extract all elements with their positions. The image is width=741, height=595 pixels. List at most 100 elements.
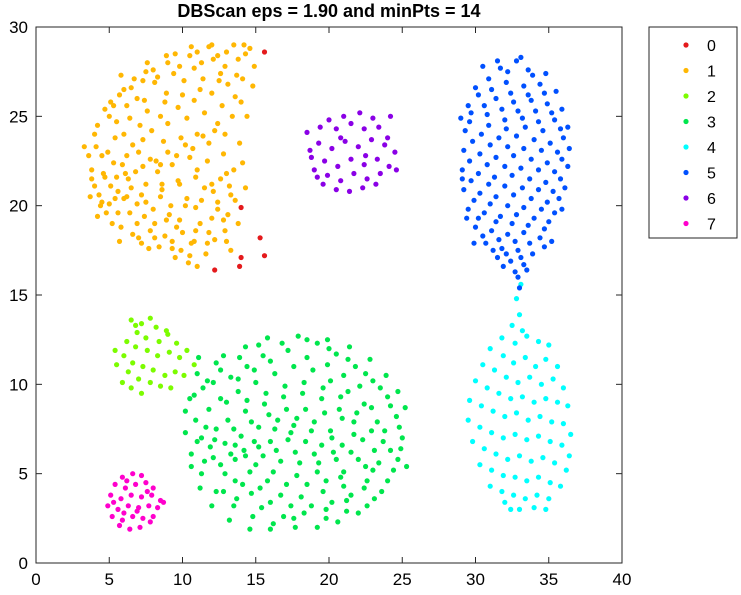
data-point-cluster-1 <box>109 220 115 227</box>
data-point-cluster-3 <box>267 438 273 445</box>
data-point-cluster-5 <box>477 151 483 157</box>
data-point-cluster-3 <box>194 438 200 445</box>
data-point-cluster-2 <box>168 385 174 391</box>
data-point-cluster-7 <box>146 503 152 509</box>
data-point-cluster-5 <box>516 285 523 291</box>
data-point-cluster-3 <box>308 503 314 509</box>
x-tick-label: 30 <box>466 570 485 589</box>
data-point-cluster-5 <box>525 67 531 73</box>
data-point-cluster-3 <box>244 363 250 370</box>
data-point-cluster-6 <box>370 115 376 121</box>
data-point-cluster-5 <box>521 204 527 211</box>
data-point-cluster-5 <box>503 126 509 132</box>
data-point-cluster-3 <box>213 360 219 366</box>
data-point-cluster-1 <box>181 78 187 84</box>
data-point-cluster-1 <box>212 128 218 134</box>
data-point-cluster-5 <box>515 274 521 280</box>
data-point-cluster-7 <box>109 513 115 520</box>
data-point-cluster-3 <box>193 417 199 423</box>
data-point-cluster-6 <box>314 174 320 180</box>
data-point-cluster-6 <box>377 170 383 177</box>
data-point-cluster-1 <box>99 199 105 205</box>
data-point-cluster-1 <box>130 142 136 148</box>
data-point-cluster-5 <box>544 160 550 166</box>
data-point-cluster-4 <box>480 362 486 368</box>
data-point-cluster-3 <box>301 510 307 516</box>
data-point-cluster-1 <box>144 60 150 66</box>
data-point-cluster-3 <box>383 372 389 378</box>
data-point-cluster-1 <box>220 217 227 223</box>
data-point-cluster-6 <box>304 129 310 135</box>
data-point-cluster-5 <box>531 215 537 221</box>
data-point-cluster-1 <box>240 160 246 166</box>
data-point-cluster-4 <box>537 413 543 420</box>
data-point-cluster-1 <box>127 210 133 216</box>
data-point-cluster-1 <box>163 90 169 96</box>
y-tick-label: 25 <box>9 107 28 126</box>
data-point-cluster-5 <box>505 144 511 150</box>
data-point-cluster-6 <box>341 113 347 119</box>
data-point-cluster-3 <box>264 478 271 484</box>
data-point-cluster-3 <box>344 508 350 514</box>
data-point-cluster-2 <box>138 321 145 327</box>
data-point-cluster-3 <box>323 515 329 521</box>
data-point-cluster-4 <box>472 378 479 384</box>
data-point-cluster-2 <box>191 362 197 368</box>
data-point-cluster-5 <box>467 158 473 164</box>
data-point-cluster-1 <box>116 92 123 98</box>
data-point-cluster-3 <box>357 383 363 389</box>
x-axis: 0 5 10 15 20 25 30 35 40 <box>31 27 631 589</box>
data-point-cluster-7 <box>111 499 117 505</box>
data-point-cluster-2 <box>130 360 136 366</box>
chart-title: DBScan eps = 1.90 and minPts = 14 <box>177 1 481 21</box>
data-point-cluster-4 <box>527 374 533 380</box>
data-point-cluster-1 <box>244 113 250 119</box>
data-point-cluster-5 <box>486 181 492 187</box>
data-point-cluster-5 <box>483 240 489 246</box>
data-point-cluster-7 <box>150 485 156 491</box>
data-point-cluster-5 <box>525 222 531 228</box>
data-point-cluster-5 <box>513 58 520 64</box>
data-point-cluster-7 <box>150 513 156 520</box>
data-point-cluster-1 <box>238 99 244 105</box>
data-point-cluster-3 <box>223 399 230 405</box>
data-point-cluster-5 <box>489 86 495 93</box>
data-point-cluster-5 <box>499 245 505 252</box>
data-point-cluster-3 <box>333 351 339 357</box>
data-point-cluster-1 <box>89 176 95 182</box>
data-point-cluster-3 <box>338 394 344 400</box>
data-point-cluster-5 <box>468 178 474 184</box>
data-point-cluster-1 <box>138 240 145 246</box>
data-point-cluster-1 <box>144 108 150 114</box>
data-point-cluster-3 <box>348 492 354 498</box>
data-point-cluster-3 <box>278 458 284 464</box>
data-point-cluster-1 <box>143 69 149 75</box>
x-tick-label: 15 <box>246 570 265 589</box>
legend-marker-5 <box>683 169 689 176</box>
data-point-cluster-3 <box>352 363 358 370</box>
data-point-cluster-4 <box>554 399 561 405</box>
data-point-cluster-5 <box>471 197 477 203</box>
data-point-cluster-1 <box>149 128 155 134</box>
data-point-cluster-6 <box>311 167 317 173</box>
data-point-cluster-3 <box>291 422 297 428</box>
data-point-cluster-3 <box>327 428 334 434</box>
data-point-cluster-1 <box>222 228 228 234</box>
y-tick-label: 20 <box>9 197 28 216</box>
data-point-cluster-4 <box>516 506 523 512</box>
data-point-cluster-5 <box>527 176 533 182</box>
data-point-cluster-3 <box>264 335 271 341</box>
data-point-cluster-6 <box>361 162 367 168</box>
data-point-cluster-1 <box>226 183 232 189</box>
data-point-cluster-5 <box>547 140 553 146</box>
data-point-cluster-2 <box>181 372 187 378</box>
data-point-cluster-1 <box>175 178 181 184</box>
data-point-cluster-7 <box>143 480 149 486</box>
data-point-cluster-1 <box>179 229 186 236</box>
data-point-cluster-1 <box>150 206 156 212</box>
data-point-cluster-1 <box>206 140 212 146</box>
data-point-cluster-4 <box>522 496 528 502</box>
data-point-cluster-1 <box>177 217 183 223</box>
data-point-cluster-2 <box>136 376 142 382</box>
data-point-cluster-1 <box>118 224 124 230</box>
